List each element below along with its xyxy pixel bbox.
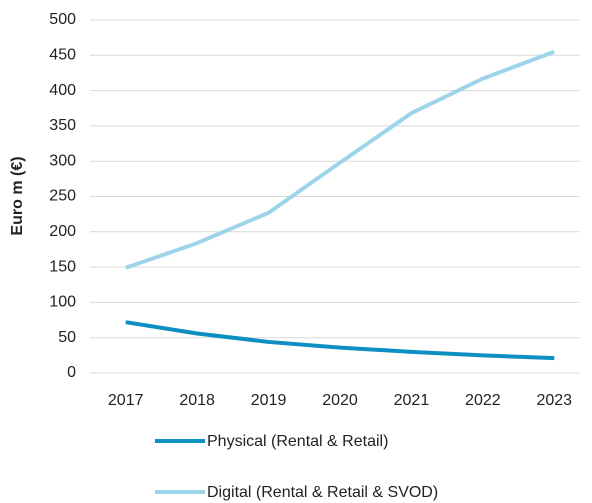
y-tick-label: 350 bbox=[49, 117, 76, 134]
x-tick-label: 2017 bbox=[108, 392, 144, 409]
y-tick-label: 50 bbox=[58, 329, 76, 346]
x-tick-label: 2021 bbox=[394, 392, 430, 409]
y-tick-label: 400 bbox=[49, 82, 76, 99]
y-tick-label: 250 bbox=[49, 188, 76, 205]
legend-label: Digital (Rental & Retail & SVOD) bbox=[207, 484, 438, 501]
y-tick-label: 300 bbox=[49, 152, 76, 169]
data-line bbox=[125, 320, 555, 361]
y-tick-label: 500 bbox=[49, 11, 76, 28]
data-line bbox=[125, 49, 555, 270]
legend-label: Physical (Rental & Retail) bbox=[207, 433, 388, 450]
y-tick-label: 0 bbox=[67, 364, 76, 381]
y-tick-label: 450 bbox=[49, 47, 76, 64]
x-tick-label: 2023 bbox=[536, 392, 572, 409]
x-tick-label: 2020 bbox=[322, 392, 358, 409]
y-tick-label: 100 bbox=[49, 294, 76, 311]
x-tick-label: 2018 bbox=[179, 392, 215, 409]
x-tick-label: 2019 bbox=[251, 392, 287, 409]
y-axis-label: Euro m (€) bbox=[9, 156, 26, 235]
y-tick-label: 200 bbox=[49, 223, 76, 240]
y-tick-label: 150 bbox=[49, 258, 76, 275]
x-tick-label: 2022 bbox=[465, 392, 501, 409]
